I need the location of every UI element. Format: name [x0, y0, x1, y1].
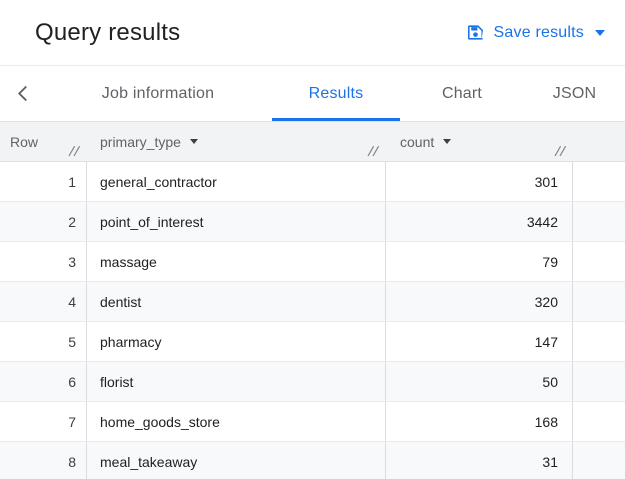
spacer-cell — [573, 402, 625, 441]
count-cell: 320 — [386, 282, 573, 321]
table-row: 1 general_contractor 301 — [0, 162, 625, 202]
primary-type-cell: home_goods_store — [87, 402, 386, 441]
column-dropdown-icon[interactable] — [189, 139, 198, 144]
count-cell: 147 — [386, 322, 573, 361]
column-header-label: primary_type — [100, 133, 181, 150]
primary-type-cell: massage — [87, 242, 386, 281]
column-resize-handle[interactable] — [67, 145, 81, 157]
tabs-back-button[interactable] — [0, 66, 44, 121]
save-results-button[interactable]: Save results — [462, 17, 609, 48]
count-cell: 168 — [386, 402, 573, 441]
primary-type-cell: florist — [87, 362, 386, 401]
tab-label: Job information — [101, 84, 215, 102]
spacer-cell — [573, 362, 625, 401]
column-dropdown-icon[interactable] — [443, 139, 452, 144]
count-cell: 79 — [386, 242, 573, 281]
table-row: 8 meal_takeaway 31 — [0, 442, 625, 479]
count-cell: 50 — [386, 362, 573, 401]
column-header-spacer — [573, 122, 625, 161]
tab-job-information[interactable]: Job information — [44, 66, 272, 121]
column-resize-handle[interactable] — [366, 145, 380, 157]
spacer-cell — [573, 322, 625, 361]
table-row: 6 florist 50 — [0, 362, 625, 402]
spacer-cell — [573, 442, 625, 479]
row-number-cell: 2 — [0, 202, 87, 241]
primary-type-cell: pharmacy — [87, 322, 386, 361]
row-number-cell: 5 — [0, 322, 87, 361]
row-number-cell: 3 — [0, 242, 87, 281]
table-row: 7 home_goods_store 168 — [0, 402, 625, 442]
table-row: 5 pharmacy 147 — [0, 322, 625, 362]
count-cell: 301 — [386, 162, 573, 201]
spacer-cell — [573, 202, 625, 241]
count-cell: 3442 — [386, 202, 573, 241]
primary-type-cell: point_of_interest — [87, 202, 386, 241]
column-header-count: count — [386, 122, 573, 161]
column-header-row: Row — [0, 122, 87, 161]
save-results-label: Save results — [493, 23, 584, 41]
count-cell: 31 — [386, 442, 573, 479]
row-number-cell: 4 — [0, 282, 87, 321]
table-header-row: Row primary_type count — [0, 122, 625, 162]
column-header-label: Row — [10, 133, 39, 150]
save-icon — [466, 23, 485, 42]
tab-results[interactable]: Results — [272, 66, 400, 121]
tab-json[interactable]: JSON — [524, 66, 625, 121]
tabbar: Job information Results Chart JSON — [0, 66, 625, 122]
spacer-cell — [573, 282, 625, 321]
tab-chart[interactable]: Chart — [400, 66, 524, 121]
chevron-left-icon — [17, 85, 28, 102]
save-dropdown-caret-icon — [595, 29, 605, 36]
table-row: 3 massage 79 — [0, 242, 625, 282]
tab-label: JSON — [552, 84, 597, 102]
spacer-cell — [573, 242, 625, 281]
page-title: Query results — [35, 18, 181, 46]
column-header-label: count — [400, 133, 435, 150]
tab-label: Results — [308, 84, 364, 102]
spacer-cell — [573, 162, 625, 201]
row-number-cell: 1 — [0, 162, 87, 201]
table-row: 4 dentist 320 — [0, 282, 625, 322]
row-number-cell: 6 — [0, 362, 87, 401]
primary-type-cell: dentist — [87, 282, 386, 321]
tab-label: Chart — [441, 84, 483, 102]
titlebar: Query results Save results — [0, 0, 625, 66]
table-row: 2 point_of_interest 3442 — [0, 202, 625, 242]
results-table: Row primary_type count — [0, 122, 625, 479]
row-number-cell: 7 — [0, 402, 87, 441]
primary-type-cell: meal_takeaway — [87, 442, 386, 479]
column-header-primary-type: primary_type — [87, 122, 386, 161]
primary-type-cell: general_contractor — [87, 162, 386, 201]
row-number-cell: 8 — [0, 442, 87, 479]
column-resize-handle[interactable] — [553, 145, 567, 157]
